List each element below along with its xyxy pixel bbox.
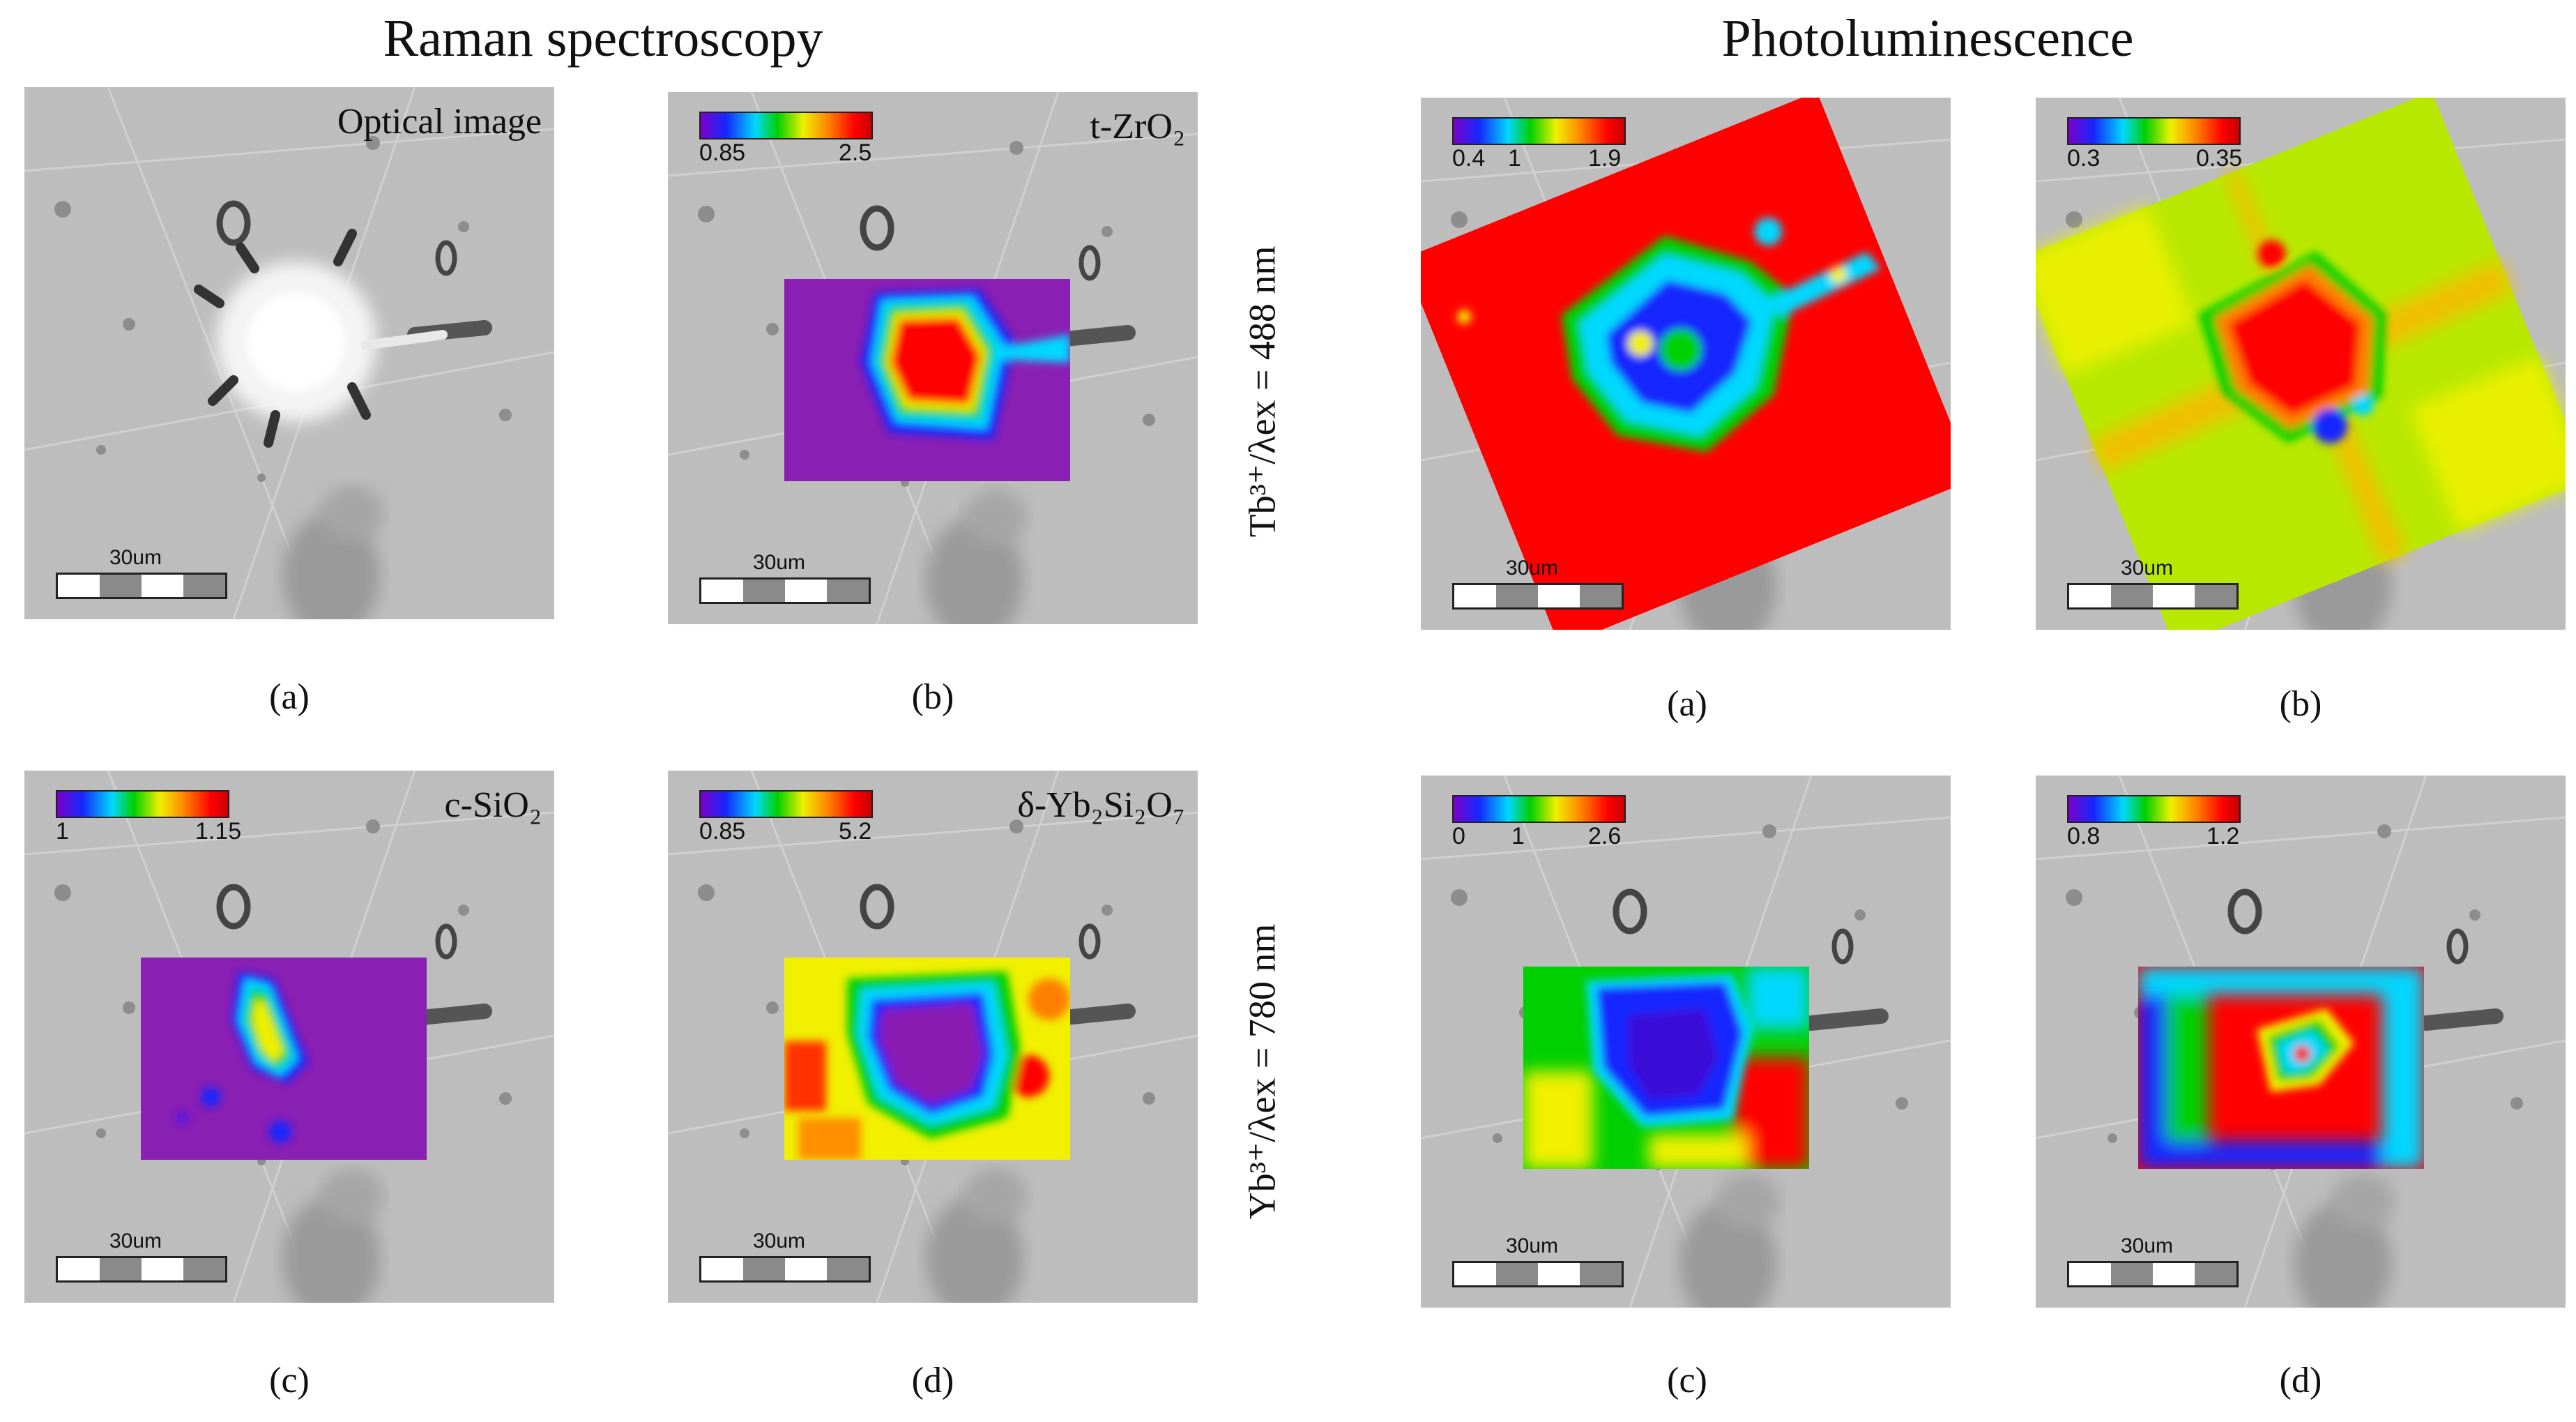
raman-sublabel-c: (c): [269, 1361, 310, 1400]
colorbar-max-label: 1.2: [2207, 823, 2240, 849]
scale-label: 30um: [109, 1230, 162, 1253]
scale-label: 30um: [2121, 1234, 2174, 1257]
colorbar-tick-1: 0: [1452, 823, 1465, 849]
colorbar-tick-1: 0.4: [1452, 145, 1486, 172]
raman-sublabel-a: (a): [269, 677, 310, 717]
raman-panel-b: 0.85 2.5 t-ZrO₂ 30um: [668, 92, 1198, 624]
colorbar-min-label: 0.85: [699, 818, 746, 845]
scale-label: 30um: [1506, 1234, 1559, 1257]
colorbar: [2067, 795, 2241, 823]
scale-bar: [56, 573, 227, 599]
tb-488-map-a: [1421, 98, 1951, 630]
colorbar-max-label: 1.15: [195, 818, 242, 845]
scale-bar: [2067, 1261, 2239, 1287]
pl-sublabel-c: (c): [1667, 1361, 1707, 1400]
scale-label: 30um: [753, 551, 806, 574]
colorbar: [56, 790, 229, 818]
colorbar-min-label: 0.3: [2067, 145, 2101, 172]
raman-sublabel-d: (d): [911, 1361, 954, 1400]
pl-panel-b: 0.3 0.35 30um: [2036, 98, 2566, 630]
colorbar: [1452, 795, 1626, 823]
pl-sublabel-a: (a): [1667, 684, 1707, 724]
colorbar: [1452, 117, 1626, 145]
colorbar-tick-3: 1.9: [1588, 145, 1622, 172]
scale-bar: [699, 1256, 871, 1283]
colorbar-tick-2: 1: [1508, 145, 1521, 172]
scale-bar: [56, 1256, 227, 1283]
raman-panel-c: 1 1.15 c-SiO₂ 30um: [24, 771, 554, 1303]
scale-label: 30um: [1506, 557, 1559, 580]
colorbar-tick-2: 1: [1511, 823, 1525, 849]
colorbar: [699, 112, 873, 139]
t-zro2-title: t-ZrO₂: [1090, 107, 1185, 146]
raman-sublabel-b: (b): [911, 677, 954, 717]
scale-bar: [2067, 583, 2239, 610]
optical-image-title: Optical image: [337, 102, 542, 142]
colorbar-max-label: 2.5: [839, 139, 872, 166]
scale-bar: [1452, 1261, 1624, 1287]
row-label-yb: Yb³⁺/λex = 780 nm: [1241, 923, 1283, 1220]
yb2si2o7-map: [784, 958, 1070, 1160]
pl-panel-a: 0.4 1 1.9 30um: [1421, 98, 1951, 630]
yb-780-map-c: [1523, 967, 1809, 1169]
raman-panel-a: Optical image 30um: [24, 87, 554, 619]
pl-panel-d: 0.8 1.2 30um: [2036, 776, 2566, 1308]
scale-label: 30um: [753, 1230, 806, 1253]
photoluminescence-heading: Photoluminescence: [1721, 9, 2134, 68]
scale-label: 30um: [2121, 557, 2174, 580]
c-sio2-title: c-SiO₂: [444, 785, 542, 825]
c-sio2-map: [141, 958, 427, 1160]
colorbar-max-label: 0.35: [2196, 145, 2243, 172]
scale-bar: [1452, 583, 1624, 610]
yb-780-map-d: [2138, 967, 2424, 1169]
row-label-tb: Tb³⁺/λex = 488 nm: [1241, 245, 1283, 538]
colorbar-min-label: 0.85: [699, 139, 746, 166]
t-zro2-map: [784, 279, 1070, 481]
colorbar-min-label: 0.8: [2067, 823, 2101, 849]
yb2si2o7-title: δ-Yb₂Si₂O₇: [1017, 785, 1185, 825]
pl-sublabel-b: (b): [2279, 684, 2322, 724]
colorbar-max-label: 5.2: [839, 818, 872, 845]
colorbar: [2067, 117, 2241, 145]
colorbar-min-label: 1: [56, 818, 69, 845]
pl-panel-c: 0 1 2.6 30um: [1421, 776, 1951, 1308]
raman-panel-d: 0.85 5.2 δ-Yb₂Si₂O₇ 30um: [668, 771, 1198, 1303]
scale-bar: [699, 577, 871, 604]
tb-488-map-b: [2036, 98, 2566, 630]
colorbar: [699, 790, 873, 818]
optical-micrograph: [24, 87, 554, 619]
scale-label: 30um: [109, 546, 162, 569]
pl-sublabel-d: (d): [2279, 1361, 2322, 1400]
colorbar-tick-3: 2.6: [1588, 823, 1622, 849]
raman-heading: Raman spectroscopy: [383, 9, 823, 68]
